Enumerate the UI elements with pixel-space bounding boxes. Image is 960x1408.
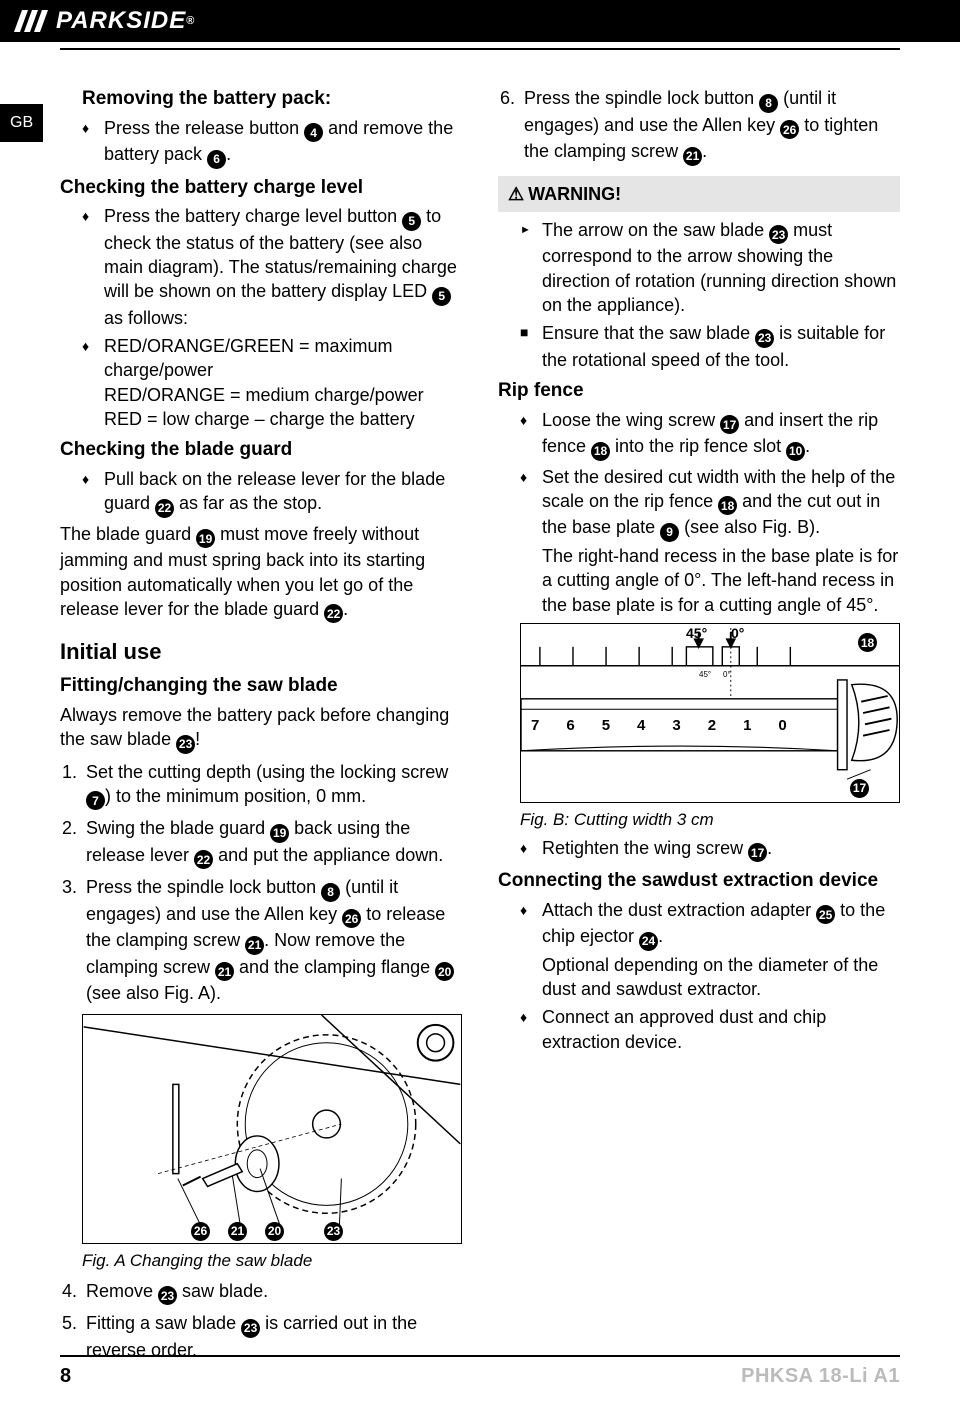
ref-26-icon: 26: [191, 1222, 210, 1241]
fitting-intro: Always remove the battery pack before ch…: [60, 703, 462, 754]
ref-9-icon: 9: [660, 523, 679, 542]
remove-battery-list: Press the release button 4 and remove th…: [82, 116, 462, 169]
list-item: Press the spindle lock button 8 (until i…: [82, 875, 462, 1005]
angle-0: 0°: [731, 624, 744, 643]
retighten-list: Retighten the wing screw 17.: [520, 836, 900, 863]
logo-stripes-icon: [14, 10, 52, 32]
ref-8-icon: 8: [321, 883, 340, 902]
warning-label: WARNING!: [528, 184, 621, 204]
ref-22-icon: 22: [194, 850, 213, 869]
heading-blade-guard: Checking the blade guard: [60, 437, 462, 463]
heading-check-charge: Checking the battery charge level: [60, 175, 462, 201]
ref-19-icon: 19: [196, 529, 215, 548]
ref-4-icon: 4: [304, 123, 323, 142]
ref-23-icon: 23: [769, 225, 788, 244]
list-item: Set the desired cut width with the help …: [542, 465, 900, 617]
figure-b-caption: Fig. B: Cutting width 3 cm: [520, 809, 900, 832]
list-item: Press the release button 4 and remove th…: [104, 116, 462, 169]
list-item: Attach the dust extraction adapter 25 to…: [542, 898, 900, 1002]
ref-23-icon: 23: [324, 1222, 343, 1241]
ref-5-icon: 5: [432, 287, 451, 306]
heading-connecting: Connecting the sawdust extraction device: [498, 868, 900, 894]
ref-5-icon: 5: [402, 212, 421, 231]
ref-21-icon: 21: [228, 1222, 247, 1241]
language-tab: GB: [0, 104, 43, 142]
ref-19-icon: 19: [270, 824, 289, 843]
list-item: RED/ORANGE/GREEN = maximum charge/power …: [104, 334, 462, 431]
content-columns: Removing the battery pack: Press the rel…: [0, 50, 960, 1368]
list-item: Press the spindle lock button 8 (until i…: [520, 86, 900, 166]
registered-icon: ®: [186, 14, 195, 29]
list-item: Pull back on the release lever for the b…: [104, 467, 462, 518]
list-item: The arrow on the saw blade 23 must corre…: [542, 218, 900, 317]
charge-list: Press the battery charge level button 5 …: [82, 204, 462, 431]
ref-23-icon: 23: [755, 329, 774, 348]
figure-b: 45° 0° 45° 0° 18 17 7 6 5 4 3 2 1 0: [520, 623, 900, 803]
list-item: Loose the wing screw 17 and insert the r…: [542, 408, 900, 461]
brand-header: PARKSIDE®: [0, 0, 960, 42]
ref-22-icon: 22: [155, 499, 174, 518]
heading-rip-fence: Rip fence: [498, 378, 900, 404]
list-item: Press the battery charge level button 5 …: [104, 204, 462, 330]
page-number: 8: [60, 1363, 71, 1390]
list-item: Swing the blade guard 19 back using the …: [82, 816, 462, 869]
ref-18-icon: 18: [718, 496, 737, 515]
angle-45: 45°: [686, 624, 707, 643]
page-footer: 8 PHKSA 18-Li A1: [60, 1355, 900, 1390]
ref-17-icon: 17: [720, 415, 739, 434]
ref-21-icon: 21: [683, 147, 702, 166]
rip-list: Loose the wing screw 17 and insert the r…: [520, 408, 900, 617]
ref-23-icon: 23: [176, 735, 195, 754]
ref-26-icon: 26: [780, 120, 799, 139]
ref-21-icon: 21: [245, 936, 264, 955]
ref-23-icon: 23: [158, 1286, 177, 1305]
figure-a-caption: Fig. A Changing the saw blade: [82, 1250, 462, 1273]
ref-20-icon: 20: [435, 962, 454, 981]
figure-a-svg: [83, 1015, 461, 1243]
ref-22-icon: 22: [324, 604, 343, 623]
right-column: Press the spindle lock button 8 (until i…: [498, 80, 900, 1368]
ref-18-icon: 18: [591, 442, 610, 461]
ref-23-icon: 23: [241, 1319, 260, 1338]
warning-box: ⚠WARNING!: [498, 176, 900, 212]
heading-fitting: Fitting/changing the saw blade: [60, 673, 462, 699]
fitting-steps: Set the cutting depth (using the locking…: [60, 760, 462, 1006]
ref-17-icon: 17: [748, 843, 767, 862]
list-item: Set the cutting depth (using the locking…: [82, 760, 462, 811]
figure-b-svg: [521, 624, 899, 802]
ref-20-icon: 20: [265, 1222, 284, 1241]
list-item: Retighten the wing screw 17.: [542, 836, 900, 863]
heading-initial-use: Initial use: [60, 637, 462, 667]
connect-list: Attach the dust extraction adapter 25 to…: [520, 898, 900, 1054]
warning-list: The arrow on the saw blade 23 must corre…: [520, 218, 900, 317]
list-item: Connect an approved dust and chip extrac…: [542, 1005, 900, 1054]
ref-8-icon: 8: [759, 94, 778, 113]
fitting-steps-cont: Remove 23 saw blade. Fitting a saw blade…: [60, 1279, 462, 1362]
ref-10-icon: 10: [786, 442, 805, 461]
left-column: Removing the battery pack: Press the rel…: [60, 80, 462, 1368]
ref-18-icon: 18: [858, 633, 877, 652]
ref-25-icon: 25: [816, 905, 835, 924]
figure-a: 26 21 20 23: [82, 1014, 462, 1244]
list-item: Remove 23 saw blade.: [82, 1279, 462, 1306]
heading-remove-battery: Removing the battery pack:: [82, 86, 462, 112]
ref-17-icon: 17: [850, 779, 869, 798]
step-6-list: Press the spindle lock button 8 (until i…: [498, 86, 900, 166]
ref-24-icon: 24: [639, 932, 658, 951]
model-number: PHKSA 18-Li A1: [741, 1363, 900, 1390]
warning-icon: ⚠: [508, 184, 524, 204]
brand-name: PARKSIDE: [56, 5, 186, 37]
ref-21-icon: 21: [215, 962, 234, 981]
tiny-0: 0°: [723, 670, 731, 681]
tiny-45: 45°: [699, 670, 711, 681]
ref-7-icon: 7: [86, 791, 105, 810]
list-item: Ensure that the saw blade 23 is suitable…: [542, 321, 900, 372]
blade-guard-note: The blade guard 19 must move freely with…: [60, 522, 462, 624]
blade-guard-list: Pull back on the release lever for the b…: [82, 467, 462, 518]
ref-26-icon: 26: [342, 909, 361, 928]
ref-6-icon: 6: [207, 150, 226, 169]
ensure-list: Ensure that the saw blade 23 is suitable…: [520, 321, 900, 372]
